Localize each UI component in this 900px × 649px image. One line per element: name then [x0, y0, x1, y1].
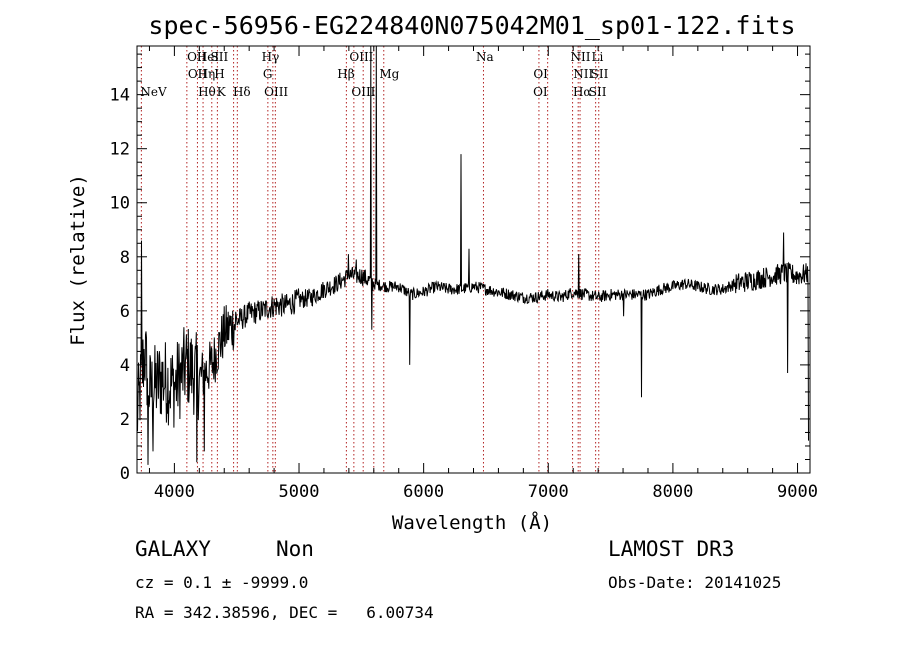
line-marker-label: SII [589, 85, 607, 99]
axis-ticks: 4000 5000 6000 7000 8000 9000 0 2 4 6 8 10 12 14 [110, 46, 818, 502]
plot-frame [136, 45, 811, 474]
x-tick-label: 4000 [154, 482, 195, 502]
line-marker-label: OII [188, 67, 208, 81]
line-marker-label: Hγ [262, 50, 280, 64]
y-axis-label: Flux (relative) [67, 174, 89, 346]
line-marker-label: NeV [140, 85, 167, 99]
y-tick-label: 12 [110, 140, 130, 160]
line-marker-label: Hβ [337, 67, 354, 81]
object-subclass: Non [276, 537, 314, 561]
line-marker-label: H [214, 67, 224, 81]
x-tick-label: 7000 [528, 482, 569, 502]
line-marker-label: NII [570, 50, 590, 64]
line-marker-label: SII [211, 50, 229, 64]
cz-readout: cz = 0.1 ± -9999.0 [135, 573, 309, 592]
y-tick-label: 8 [120, 248, 130, 268]
y-tick-label: 2 [120, 410, 130, 430]
x-axis-label: Wavelength (Å) [392, 511, 552, 534]
line-marker-label: Hα [573, 85, 592, 99]
y-tick-label: 14 [110, 86, 130, 106]
line-marker-label: NII [573, 67, 593, 81]
line-marker-label: Hδ [233, 85, 251, 99]
line-marker-label: Na [476, 50, 494, 64]
y-tick-label: 10 [110, 194, 130, 214]
y-tick-label: 4 [120, 356, 130, 376]
x-tick-label: 5000 [279, 482, 320, 502]
line-marker-label: K [217, 85, 227, 99]
line-marker-label: Hθ [198, 85, 216, 99]
line-marker-label: OII [187, 50, 207, 64]
line-marker-label: OI [533, 85, 548, 99]
chart-title: spec-56956-EG224840N075042M01_sp01-122.f… [148, 11, 795, 40]
line-marker-label: HeI [197, 50, 220, 64]
obs-date: Obs-Date: 20141025 [608, 573, 782, 592]
spectrum-chart: spec-56956-EG224840N075042M01_sp01-122.f… [67, 11, 818, 534]
line-marker-label: OIII [351, 85, 375, 99]
survey-name: LAMOST DR3 [608, 537, 735, 561]
radec-readout: RA = 342.38596, DEC = 6.00734 [135, 603, 434, 622]
y-tick-label: 0 [120, 464, 130, 484]
line-marker-label: G [263, 67, 273, 81]
y-tick-label: 6 [120, 302, 130, 322]
object-class: GALAXY [135, 537, 211, 561]
spectrum-line [136, 45, 809, 465]
x-tick-label: 6000 [403, 482, 444, 502]
line-marker-label: OIII [349, 50, 373, 64]
x-tick-label: 8000 [652, 482, 693, 502]
line-marker-label: OIII [264, 85, 288, 99]
spectrum-series [136, 45, 809, 465]
line-marker-label: Mg [379, 67, 399, 81]
x-tick-label: 9000 [777, 482, 818, 502]
line-marker-label: OI [533, 67, 548, 81]
line-marker-label: Hη [198, 67, 216, 81]
line-marker-label: SII [591, 67, 609, 81]
line-marker-label: Li [592, 50, 604, 64]
